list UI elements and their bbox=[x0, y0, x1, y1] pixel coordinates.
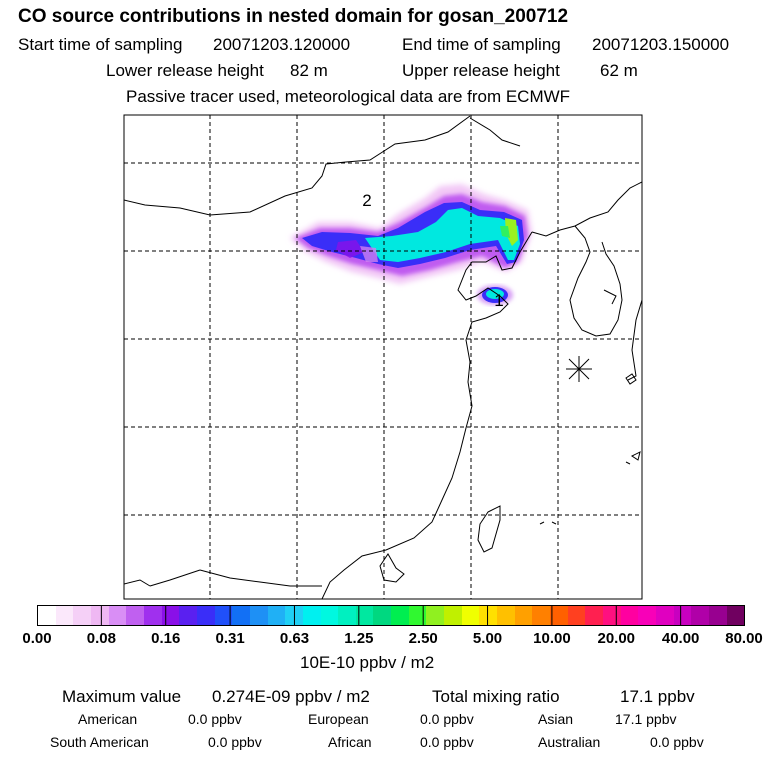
receptor-star-icon bbox=[566, 356, 592, 382]
colorbar-tick-label: 1.25 bbox=[344, 630, 374, 647]
lower-height-label: Lower release height bbox=[106, 61, 264, 80]
colorbar-tick-label: 0.16 bbox=[151, 630, 181, 647]
colorbar-segment bbox=[267, 606, 286, 625]
max-value: 0.274E-09 ppbv / m2 bbox=[212, 687, 370, 706]
colorbar-segment bbox=[497, 606, 515, 625]
tracer-note: Passive tracer used, meteorological data… bbox=[126, 87, 571, 106]
colorbar-segment bbox=[249, 606, 268, 625]
colorbar-segment bbox=[691, 606, 709, 625]
colorbar-segment bbox=[38, 606, 56, 625]
colorbar-segment bbox=[620, 606, 639, 625]
region-european-value: 0.0 ppbv bbox=[420, 711, 474, 727]
region-south-american-value: 0.0 ppbv bbox=[208, 734, 262, 750]
colorbar-segment bbox=[514, 606, 533, 625]
colorbar-ticks bbox=[100, 605, 682, 626]
upper-height-label: Upper release height bbox=[402, 61, 560, 80]
colorbar-tick-label: 0.63 bbox=[279, 630, 310, 647]
colorbar-segment bbox=[708, 606, 727, 625]
total-mixing-value: 17.1 ppbv bbox=[620, 687, 695, 706]
colorbar-unit: 10E-10 ppbv / m2 bbox=[300, 653, 435, 672]
colorbar-segment bbox=[638, 606, 656, 625]
colorbar-segment bbox=[338, 606, 356, 625]
region-asian-label: Asian bbox=[538, 711, 574, 727]
colorbar-segment bbox=[73, 606, 91, 625]
colorbar-segment bbox=[214, 606, 233, 625]
start-time-value: 20071203.120000 bbox=[213, 35, 351, 54]
colorbar-segment bbox=[143, 606, 162, 625]
colorbar-segment bbox=[585, 606, 603, 625]
colorbar-segment bbox=[426, 606, 445, 625]
colorbar-segment bbox=[355, 606, 374, 625]
total-mixing-label: Total mixing ratio bbox=[432, 687, 560, 706]
upper-height-value: 62 m bbox=[600, 61, 638, 80]
colorbar-tick-label: 20.00 bbox=[597, 630, 636, 647]
coastlines bbox=[124, 115, 642, 599]
map-frame bbox=[123, 114, 643, 600]
colorbar-segment bbox=[655, 606, 674, 625]
colorbar-tick-label: 0.08 bbox=[86, 630, 116, 647]
max-value-label: Maximum value bbox=[62, 687, 182, 706]
colorbar-segment bbox=[55, 606, 74, 625]
colorbar-segment bbox=[90, 606, 109, 625]
colorbar-segment bbox=[232, 606, 250, 625]
colorbar-segment bbox=[179, 606, 197, 625]
end-time-value: 20071203.150000 bbox=[592, 35, 730, 54]
colorbar-tick-label: 40.00 bbox=[661, 630, 700, 647]
source-label-1: 1 bbox=[494, 291, 503, 310]
colorbar-tick-label: 10.00 bbox=[533, 630, 571, 647]
region-european-label: European bbox=[308, 711, 369, 727]
colorbar-segment bbox=[444, 606, 462, 625]
colorbar-segment bbox=[461, 606, 480, 625]
source-label-2: 2 bbox=[362, 191, 371, 210]
lower-height-value: 82 m bbox=[290, 61, 328, 80]
colorbar-segment bbox=[408, 606, 427, 625]
start-time-label: Start time of sampling bbox=[18, 35, 183, 54]
colorbar-tick-label: 2.50 bbox=[408, 630, 438, 647]
colorbar-segment bbox=[391, 606, 409, 625]
end-time-label: End time of sampling bbox=[402, 35, 561, 54]
colorbar-segment bbox=[550, 606, 568, 625]
region-australian-label: Australian bbox=[538, 734, 601, 750]
colorbar-tick-label: 80.00 bbox=[725, 630, 763, 647]
colorbar-segment bbox=[126, 606, 144, 625]
colorbar-segment bbox=[567, 606, 586, 625]
colorbar-segment bbox=[196, 606, 215, 625]
colorbar-segment bbox=[302, 606, 321, 625]
region-american-value: 0.0 ppbv bbox=[188, 711, 242, 727]
colorbar bbox=[37, 605, 745, 626]
region-african-value: 0.0 ppbv bbox=[420, 734, 474, 750]
region-south-american-label: South American bbox=[50, 734, 149, 750]
colorbar-segment bbox=[373, 606, 392, 625]
colorbar-segment bbox=[673, 606, 692, 625]
concentration-plume bbox=[290, 184, 532, 305]
colorbar-tick-label: 0.00 bbox=[22, 630, 52, 647]
plot-title: CO source contributions in nested domain… bbox=[18, 6, 569, 27]
colorbar-tick-label: 5.00 bbox=[472, 630, 503, 647]
colorbar-tick-label: 0.31 bbox=[215, 630, 245, 647]
region-american-label: American bbox=[78, 711, 138, 727]
colorbar-segment bbox=[726, 606, 745, 625]
map-panel: 2 1 bbox=[123, 114, 643, 600]
colorbar-segment bbox=[108, 606, 127, 625]
region-asian-value: 17.1 ppbv bbox=[615, 711, 677, 727]
region-australian-value: 0.0 ppbv bbox=[650, 734, 704, 750]
colorbar-segment bbox=[320, 606, 339, 625]
grid-lines bbox=[124, 115, 642, 599]
colorbar-segment bbox=[479, 606, 498, 625]
region-african-label: African bbox=[328, 734, 372, 750]
colorbar-segment bbox=[532, 606, 551, 625]
